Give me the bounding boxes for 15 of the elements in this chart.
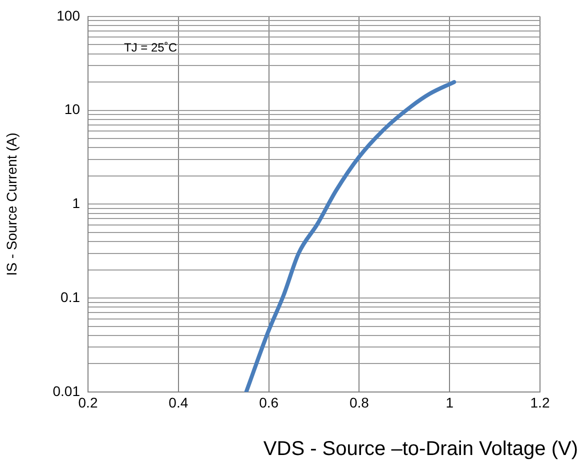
y-axis-title: IS - Source Current (A) bbox=[3, 132, 20, 276]
x-tick-label: 0.8 bbox=[349, 394, 370, 410]
annotation: TJ = 25˚C bbox=[124, 40, 178, 55]
y-tick-label: 10 bbox=[64, 101, 80, 118]
line-series bbox=[244, 80, 456, 392]
x-tick-label: 1.2 bbox=[530, 394, 550, 410]
x-tick-label: 0.6 bbox=[259, 394, 279, 410]
y-tick-label: 1 bbox=[72, 195, 80, 212]
y-tick-label: 0.01 bbox=[52, 382, 80, 399]
x-tick-label: 1 bbox=[446, 394, 454, 410]
x-axis-title: VDS - Source –to-Drain Voltage (V) bbox=[263, 438, 578, 460]
y-tick-label: 100 bbox=[56, 7, 80, 24]
x-tick-label: 0.4 bbox=[168, 394, 188, 410]
x-tick-label: 0.2 bbox=[78, 394, 98, 410]
y-tick-label: 0.1 bbox=[60, 288, 80, 305]
